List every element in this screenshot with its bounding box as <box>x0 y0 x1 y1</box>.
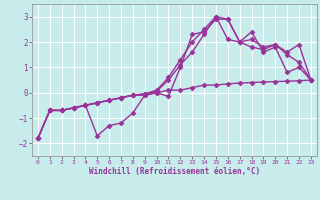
X-axis label: Windchill (Refroidissement éolien,°C): Windchill (Refroidissement éolien,°C) <box>89 167 260 176</box>
